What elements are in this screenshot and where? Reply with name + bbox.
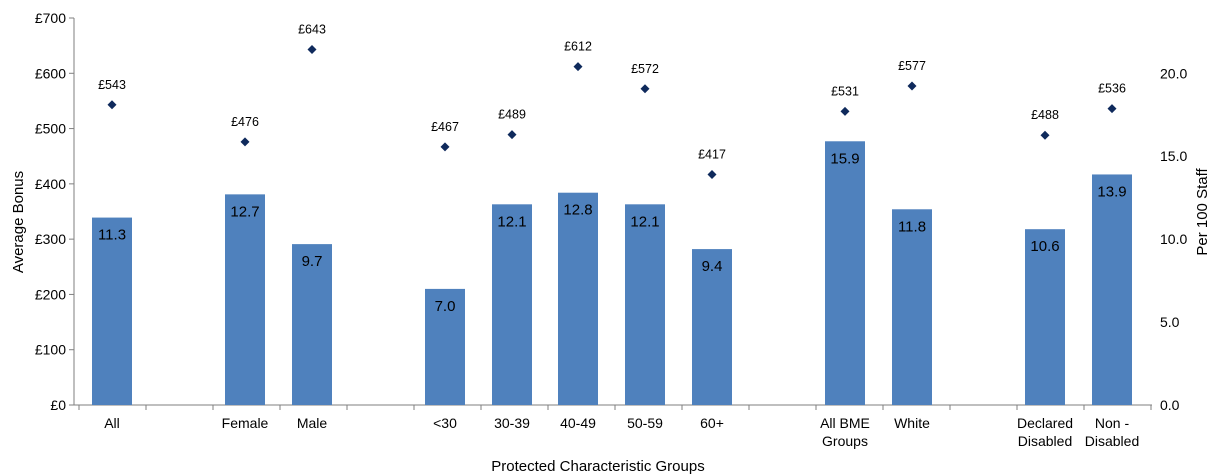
bar-value-label: 12.1: [630, 213, 659, 230]
bar-value-label: 13.9: [1097, 183, 1126, 200]
bonus-value-label: £577: [898, 59, 926, 73]
category-label: All: [104, 415, 120, 431]
category-label: Declared: [1017, 415, 1073, 431]
bonus-value-label: £536: [1098, 82, 1126, 96]
bar: [892, 209, 932, 405]
bar: [92, 217, 132, 405]
y2-tick-label: 0.0: [1160, 397, 1180, 413]
bonus-value-label: £417: [698, 147, 726, 161]
bar-value-label: 7.0: [435, 298, 456, 315]
category-label: Groups: [822, 433, 868, 449]
bar: [1025, 229, 1065, 405]
bonus-marker: [440, 142, 450, 152]
y2-axis-title: Per 100 Staff: [1194, 168, 1211, 256]
bars-layer: 11.3 12.7 9.7 7.0 12.1 12.8 12.1 9.4 15.9 11.8 10.…: [92, 141, 1132, 405]
y-tick-label: £600: [35, 65, 66, 81]
bar-value-label: 12.8: [563, 202, 592, 219]
category-label: Male: [297, 415, 328, 431]
bar-value-label: 11.8: [898, 218, 926, 235]
bonus-value-label: £531: [831, 84, 859, 98]
bonus-marker: [1040, 130, 1050, 140]
category-label: Disabled: [1085, 433, 1139, 449]
y2-tick-label: 20.0: [1160, 65, 1187, 81]
markers-layer: £543 £476 £643 £467 £489 £612 £572 £417 £531 £577…: [98, 23, 1126, 179]
bar-value-label: 9.7: [302, 253, 323, 270]
bonus-value-label: £612: [564, 40, 592, 54]
category-label: 40-49: [560, 415, 596, 431]
bonus-marker: [573, 62, 583, 72]
y-tick-label: £700: [35, 10, 66, 26]
bar-value-label: 9.4: [702, 258, 723, 275]
category-label: Disabled: [1018, 433, 1072, 449]
y2-tick-label: 15.0: [1160, 148, 1187, 164]
category-label: 50-59: [627, 415, 663, 431]
bar: [1092, 174, 1132, 405]
bar-value-label: 15.9: [830, 150, 859, 167]
bar: [492, 204, 532, 405]
bonus-value-label: £488: [1031, 108, 1059, 122]
bar: [292, 244, 332, 405]
y2-tick-label: 10.0: [1160, 231, 1187, 247]
x-axis-title: Protected Characteristic Groups: [491, 458, 704, 475]
y-tick-label: £200: [35, 286, 66, 302]
bonus-marker: [907, 81, 917, 91]
bar-value-label: 12.7: [230, 203, 259, 220]
bar-value-label: 12.1: [497, 213, 526, 230]
bar: [625, 204, 665, 405]
bonus-value-label: £643: [298, 23, 326, 37]
bonus-marker: [840, 106, 850, 116]
bonus-marker: [707, 169, 717, 179]
bonus-marker: [107, 100, 117, 110]
y-ticks-layer: £0 £100 £200 £300 £400 £500 £600 £700: [35, 10, 74, 413]
category-label: <30: [433, 415, 457, 431]
bar-value-label: 10.6: [1030, 238, 1059, 255]
bonus-marker: [240, 137, 250, 147]
category-label: Female: [222, 415, 269, 431]
bonus-marker: [507, 130, 517, 140]
category-label: Non -: [1095, 415, 1130, 431]
bonus-value-label: £467: [431, 120, 459, 134]
category-label: White: [894, 415, 930, 431]
bar: [425, 288, 465, 405]
y2-ticks-layer: 0.0 5.0 10.0 15.0 20.0: [1160, 65, 1187, 413]
y-tick-label: £400: [35, 176, 66, 192]
y-tick-label: £500: [35, 121, 66, 137]
bonus-value-label: £489: [498, 108, 526, 122]
y-axis-title: Average Bonus: [10, 171, 27, 273]
bar: [558, 192, 598, 405]
bonus-marker: [307, 45, 317, 55]
bonus-value-label: £476: [231, 115, 259, 129]
bar: [825, 141, 865, 405]
bar: [225, 194, 265, 405]
y-tick-label: £100: [35, 342, 66, 358]
bonus-value-label: £543: [98, 78, 126, 92]
x-labels-layer: All Female Male <30 30-39 40-49 50-59 60+ All BM…: [78, 405, 1152, 449]
bonus-value-label: £572: [631, 62, 659, 76]
category-label: 60+: [700, 415, 724, 431]
y-tick-label: £300: [35, 231, 66, 247]
y2-tick-label: 5.0: [1160, 314, 1180, 330]
bonus-marker: [1107, 104, 1117, 114]
category-label: All BME: [820, 415, 870, 431]
bar-value-label: 11.3: [98, 227, 126, 244]
category-label: 30-39: [494, 415, 530, 431]
y-tick-label: £0: [50, 397, 66, 413]
bonus-marker: [640, 84, 650, 94]
bar: [692, 249, 732, 405]
